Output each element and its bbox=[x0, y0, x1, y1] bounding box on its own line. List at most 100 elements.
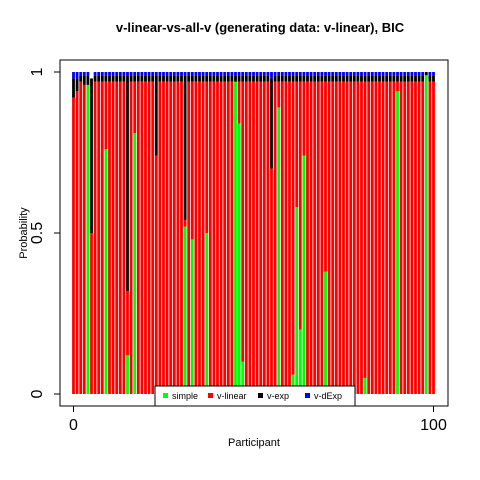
bar-v-dExp-55 bbox=[266, 72, 270, 76]
bar-v-linear-19 bbox=[136, 81, 140, 394]
bar-v-exp-17 bbox=[129, 75, 133, 82]
bar-v-dExp-39 bbox=[208, 72, 212, 76]
bar-v-exp-40 bbox=[212, 75, 216, 82]
legend: simple v-linear v-exp v-dExp bbox=[154, 385, 356, 407]
bar-v-dExp-12 bbox=[111, 72, 115, 76]
bar-v-dExp-81 bbox=[360, 72, 363, 76]
bar-v-linear-72 bbox=[327, 81, 331, 394]
bar-v-dExp-38 bbox=[205, 72, 209, 76]
bar-simple-5 bbox=[86, 84, 90, 394]
bar-simple-82 bbox=[363, 377, 367, 394]
bar-v-exp-28 bbox=[169, 75, 173, 82]
bar-v-dExp-44 bbox=[226, 72, 230, 76]
bar-v-dExp-61 bbox=[288, 72, 291, 76]
bar-v-exp-66 bbox=[306, 75, 309, 82]
bar-v-linear-8 bbox=[97, 81, 101, 394]
bar-v-exp-14 bbox=[118, 75, 122, 82]
bar-v-dExp-76 bbox=[342, 72, 345, 76]
bar-v-exp-38 bbox=[205, 75, 209, 82]
bar-v-dExp-10 bbox=[104, 72, 108, 76]
bar-simple-58 bbox=[277, 107, 281, 395]
bar-v-dExp-53 bbox=[259, 72, 263, 76]
legend-label-v-exp: v-exp bbox=[267, 391, 289, 401]
bar-v-dExp-70 bbox=[320, 72, 324, 76]
bar-v-linear-79 bbox=[352, 81, 356, 394]
bar-v-linear-13 bbox=[115, 81, 119, 394]
bar-v-exp-92 bbox=[399, 75, 403, 82]
bar-v-dExp-66 bbox=[306, 72, 309, 76]
bar-v-exp-74 bbox=[334, 75, 338, 82]
bar-simple-47 bbox=[237, 123, 241, 395]
bar-v-linear-17 bbox=[129, 81, 133, 394]
bar-v-dExp-20 bbox=[140, 72, 144, 76]
bar-v-exp-4 bbox=[82, 75, 86, 85]
bars bbox=[72, 72, 435, 395]
y-tick-label: 0 bbox=[29, 389, 46, 398]
bar-v-dExp-54 bbox=[262, 72, 266, 76]
bar-v-dExp-34 bbox=[190, 72, 194, 76]
bar-v-dExp-37 bbox=[201, 72, 205, 76]
bar-v-linear-45 bbox=[230, 81, 234, 394]
bar-simple-91 bbox=[396, 91, 399, 394]
bar-v-linear-34 bbox=[190, 81, 194, 240]
bar-v-exp-34 bbox=[190, 75, 194, 82]
bar-v-dExp-28 bbox=[169, 72, 173, 76]
bar-v-exp-32 bbox=[183, 75, 187, 221]
bar-simple-34 bbox=[190, 239, 194, 394]
bar-v-exp-98 bbox=[421, 75, 425, 82]
bar-v-exp-5 bbox=[86, 75, 90, 85]
bar-v-exp-75 bbox=[338, 75, 342, 82]
bar-v-dExp-89 bbox=[388, 72, 392, 76]
bar-v-exp-18 bbox=[133, 75, 137, 82]
bar-v-exp-79 bbox=[352, 75, 356, 82]
bar-v-dExp-47 bbox=[237, 72, 241, 76]
bar-v-exp-95 bbox=[410, 75, 414, 82]
bar-v-linear-64 bbox=[298, 81, 302, 330]
bar-v-exp-58 bbox=[277, 75, 281, 82]
bar-v-exp-78 bbox=[349, 75, 353, 82]
bar-simple-99 bbox=[424, 75, 428, 394]
bar-v-exp-7 bbox=[93, 75, 97, 82]
bar-v-exp-89 bbox=[388, 75, 392, 82]
bar-v-dExp-68 bbox=[313, 72, 317, 76]
bar-v-dExp-84 bbox=[370, 72, 374, 76]
bar-v-dExp-41 bbox=[216, 72, 219, 76]
bar-v-dExp-42 bbox=[219, 72, 223, 76]
bar-v-linear-59 bbox=[280, 81, 284, 394]
bar-v-linear-87 bbox=[381, 81, 385, 394]
bar-v-dExp-94 bbox=[406, 72, 410, 76]
bar-v-linear-37 bbox=[201, 81, 205, 394]
bar-v-linear-7 bbox=[93, 81, 97, 394]
bar-v-dExp-25 bbox=[158, 72, 162, 76]
bar-v-linear-14 bbox=[118, 81, 122, 394]
bar-v-linear-24 bbox=[154, 155, 158, 394]
bar-v-dExp-91 bbox=[396, 72, 399, 76]
bar-v-exp-43 bbox=[223, 75, 227, 82]
bar-v-dExp-67 bbox=[309, 72, 313, 76]
legend-swatch-v-exp bbox=[258, 393, 263, 398]
bar-v-linear-35 bbox=[194, 81, 198, 394]
bar-v-exp-11 bbox=[108, 75, 111, 82]
bar-v-exp-39 bbox=[208, 75, 212, 82]
bar-v-exp-6 bbox=[90, 78, 93, 233]
bar-v-linear-41 bbox=[216, 81, 219, 394]
bar-v-linear-1 bbox=[72, 97, 75, 394]
bar-v-linear-68 bbox=[313, 81, 317, 394]
bar-v-linear-22 bbox=[147, 81, 151, 394]
bar-v-exp-2 bbox=[75, 78, 79, 92]
bar-v-linear-42 bbox=[219, 81, 223, 394]
bar-v-exp-84 bbox=[370, 75, 374, 82]
bar-v-linear-82 bbox=[363, 81, 367, 378]
y-axis: 00.51 bbox=[29, 67, 61, 398]
bar-v-linear-48 bbox=[241, 81, 245, 362]
bar-v-exp-45 bbox=[230, 75, 234, 82]
legend-label-v-linear: v-linear bbox=[217, 391, 247, 401]
bar-v-exp-29 bbox=[172, 75, 176, 82]
bar-v-exp-19 bbox=[136, 75, 140, 82]
bar-simple-38 bbox=[205, 233, 209, 394]
bar-simple-71 bbox=[324, 271, 327, 394]
bar-v-exp-50 bbox=[248, 75, 252, 82]
bar-v-dExp-11 bbox=[108, 72, 111, 76]
bar-v-linear-10 bbox=[104, 81, 108, 150]
